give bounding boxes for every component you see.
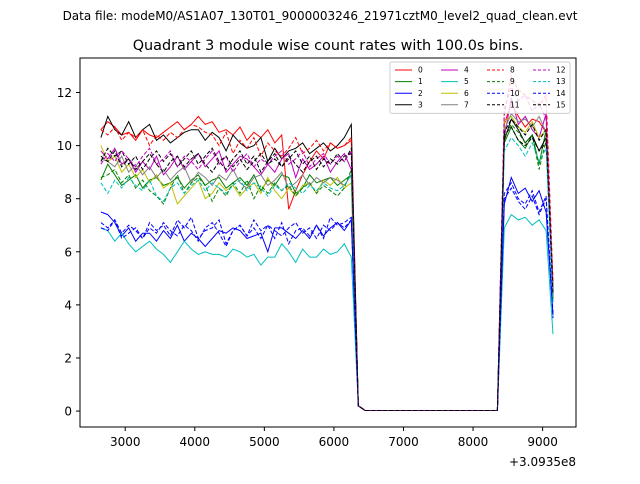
legend-label: 14 xyxy=(556,89,566,98)
x-tick-label: 9000 xyxy=(527,435,558,449)
x-tick-label: 8000 xyxy=(458,435,489,449)
legend-label: 8 xyxy=(510,66,515,75)
chart-suptitle: Data file: modeM0/AS1A07_130T01_90000032… xyxy=(63,9,578,23)
y-tick-label: 6 xyxy=(64,245,72,259)
legend-label: 5 xyxy=(464,77,469,86)
legend-label: 15 xyxy=(556,100,566,109)
series-line-8 xyxy=(100,75,554,411)
x-tick-label: 3000 xyxy=(110,435,141,449)
series-line-14 xyxy=(100,187,554,411)
series-line-1 xyxy=(100,125,554,411)
legend-label: 0 xyxy=(418,66,423,75)
legend-label: 9 xyxy=(510,77,515,86)
series-line-15 xyxy=(100,118,554,411)
series-line-4 xyxy=(100,97,554,411)
y-tick-label: 0 xyxy=(64,405,72,419)
legend-box xyxy=(389,61,571,114)
y-tick-label: 4 xyxy=(64,298,72,312)
legend-label: 10 xyxy=(510,89,520,98)
x-offset-label: +3.0935e8 xyxy=(509,455,576,469)
y-tick-label: 8 xyxy=(64,192,72,206)
series-line-0 xyxy=(100,101,554,411)
x-tick-label: 4000 xyxy=(180,435,211,449)
series-line-12 xyxy=(100,85,554,411)
y-tick-label: 12 xyxy=(57,86,72,100)
x-axis: 3000 4000 5000 6000 7000 8000 9000 xyxy=(110,427,558,449)
legend-label: 7 xyxy=(464,100,469,109)
series-line-9 xyxy=(100,123,554,411)
series-line-2 xyxy=(100,175,554,411)
series-line-6 xyxy=(100,115,554,411)
series-line-10 xyxy=(100,181,554,411)
series-line-13 xyxy=(100,136,554,411)
series-line-11 xyxy=(100,126,554,411)
chart-title: Quadrant 3 module wise count rates with … xyxy=(133,38,524,54)
plot-frame xyxy=(79,57,577,428)
legend-label: 6 xyxy=(464,89,469,98)
x-tick-label: 6000 xyxy=(319,435,350,449)
y-tick-label: 2 xyxy=(64,351,72,365)
legend-label: 3 xyxy=(418,100,423,109)
legend-label: 12 xyxy=(556,66,566,75)
x-tick-label: 5000 xyxy=(249,435,280,449)
y-tick-label: 10 xyxy=(57,139,72,153)
legend-label: 13 xyxy=(556,77,566,86)
legend-label: 4 xyxy=(464,66,469,75)
legend-label: 11 xyxy=(510,100,520,109)
series-line-3 xyxy=(100,115,554,411)
plot-lines xyxy=(100,75,554,411)
legend-label: 1 xyxy=(418,77,423,86)
legend-label: 2 xyxy=(418,89,423,98)
x-tick-label: 7000 xyxy=(388,435,419,449)
y-axis: 0 2 4 6 8 10 12 xyxy=(57,86,80,419)
series-line-5 xyxy=(100,213,554,411)
